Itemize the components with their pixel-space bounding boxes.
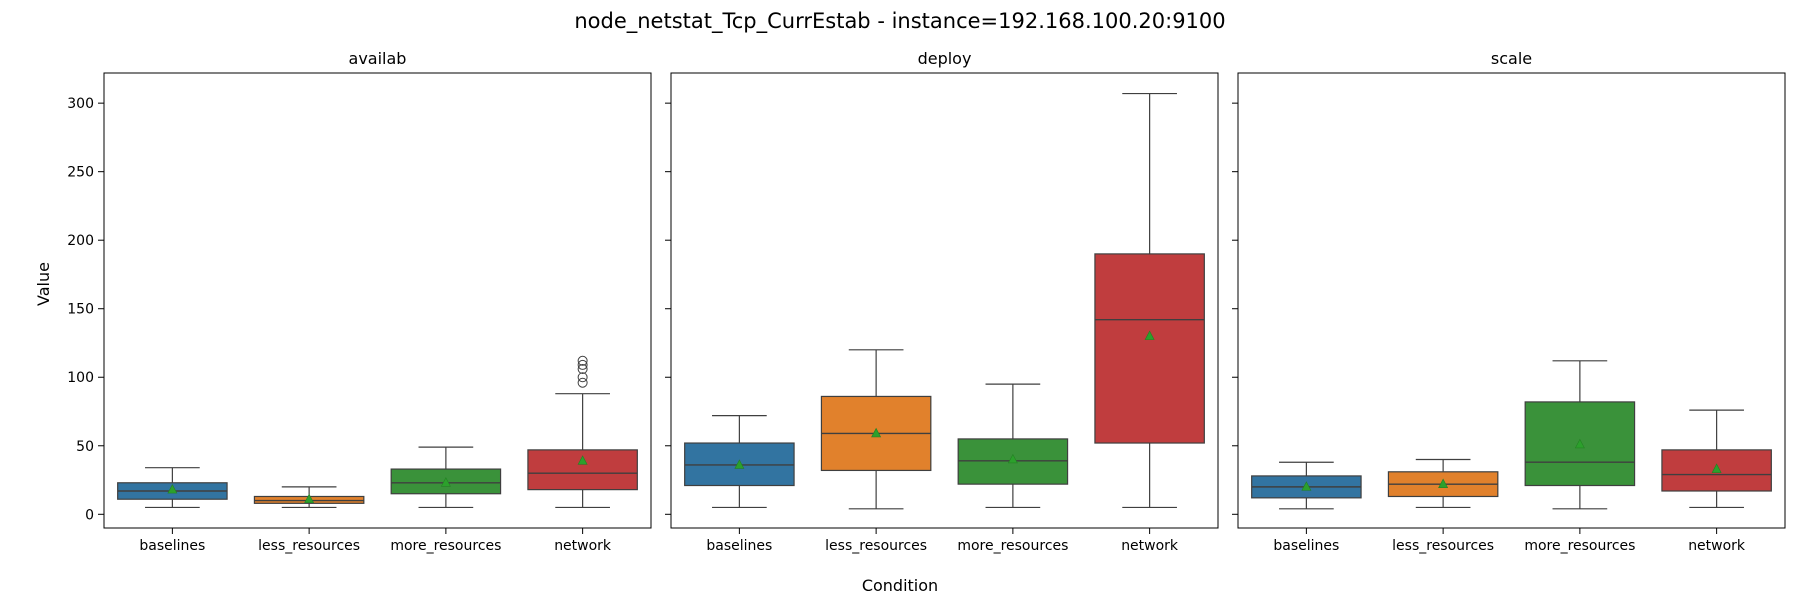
outlier-point xyxy=(577,359,588,370)
mean-marker xyxy=(167,483,178,494)
mean-marker xyxy=(304,493,315,504)
panel-scale: scale baselines less_resources more_resourc… xyxy=(1232,49,1786,554)
x-tick-label: baselines xyxy=(1273,538,1339,554)
y-tick-label: 250 xyxy=(67,165,94,181)
x-tick-label: less_resources xyxy=(825,538,927,554)
box-more_resources xyxy=(390,446,502,509)
box-baselines xyxy=(1251,461,1362,510)
box-less_resources xyxy=(820,349,932,510)
y-tick-label: 150 xyxy=(67,302,94,318)
panel-availab: availab 0 50 100 150 200 250 300 baselines less_r… xyxy=(67,49,652,554)
mean-marker xyxy=(734,459,745,469)
box-baselines xyxy=(117,467,228,509)
mean-marker xyxy=(1007,453,1018,464)
mean-marker xyxy=(577,455,588,465)
panel-deploy: deploy baselines less_resources more_resour… xyxy=(665,49,1219,554)
x-tick-label: more_resources xyxy=(1524,538,1635,554)
x-tick-label: more_resources xyxy=(957,538,1068,554)
mean-marker xyxy=(1301,481,1312,491)
y-tick-label: 50 xyxy=(76,439,94,455)
y-tick-label: 200 xyxy=(67,233,94,249)
outlier-point xyxy=(577,377,588,388)
x-tick-label: more_resources xyxy=(390,538,501,554)
y-tick-label: 0 xyxy=(85,507,94,523)
x-tick-label: network xyxy=(1121,538,1179,554)
x-tick-label: network xyxy=(1688,538,1746,554)
outlier-point xyxy=(577,364,588,375)
box-baselines xyxy=(684,415,795,509)
outlier-point xyxy=(577,355,588,366)
mean-marker xyxy=(871,427,882,438)
box-more_resources xyxy=(1524,360,1636,510)
panel-title: scale xyxy=(1491,49,1532,68)
x-tick-label: baselines xyxy=(139,538,205,554)
mean-marker xyxy=(1144,330,1155,340)
box-network xyxy=(1661,409,1772,509)
x-tick-label: less_resources xyxy=(258,538,360,554)
x-tick-label: less_resources xyxy=(1392,538,1494,554)
y-tick-label: 300 xyxy=(67,96,94,112)
box-network xyxy=(1094,92,1205,509)
outlier-point xyxy=(577,372,588,383)
y-axis-label: Value xyxy=(34,262,53,306)
x-tick-label: network xyxy=(554,538,612,554)
x-tick-label: baselines xyxy=(706,538,772,554)
panel-frame xyxy=(103,72,652,529)
box-less_resources xyxy=(253,486,365,509)
box-more_resources xyxy=(957,383,1069,509)
mean-marker xyxy=(440,477,451,487)
y-tick-label: 100 xyxy=(67,370,94,386)
panel-frame xyxy=(1237,72,1786,529)
box-less_resources xyxy=(1387,458,1499,509)
box-network xyxy=(527,355,638,509)
mean-marker xyxy=(1438,478,1449,488)
figure-title: node_netstat_Tcp_CurrEstab - instance=19… xyxy=(574,9,1225,34)
panels-group: availab 0 50 100 150 200 250 300 baselines less_r… xyxy=(67,49,1786,554)
panel-frame xyxy=(670,72,1219,529)
panel-title: deploy xyxy=(918,49,972,68)
box-body xyxy=(1094,253,1205,444)
mean-marker xyxy=(1574,438,1585,449)
mean-marker xyxy=(1711,463,1722,473)
panel-title: availab xyxy=(349,49,407,68)
x-axis-label: Condition xyxy=(862,576,938,595)
